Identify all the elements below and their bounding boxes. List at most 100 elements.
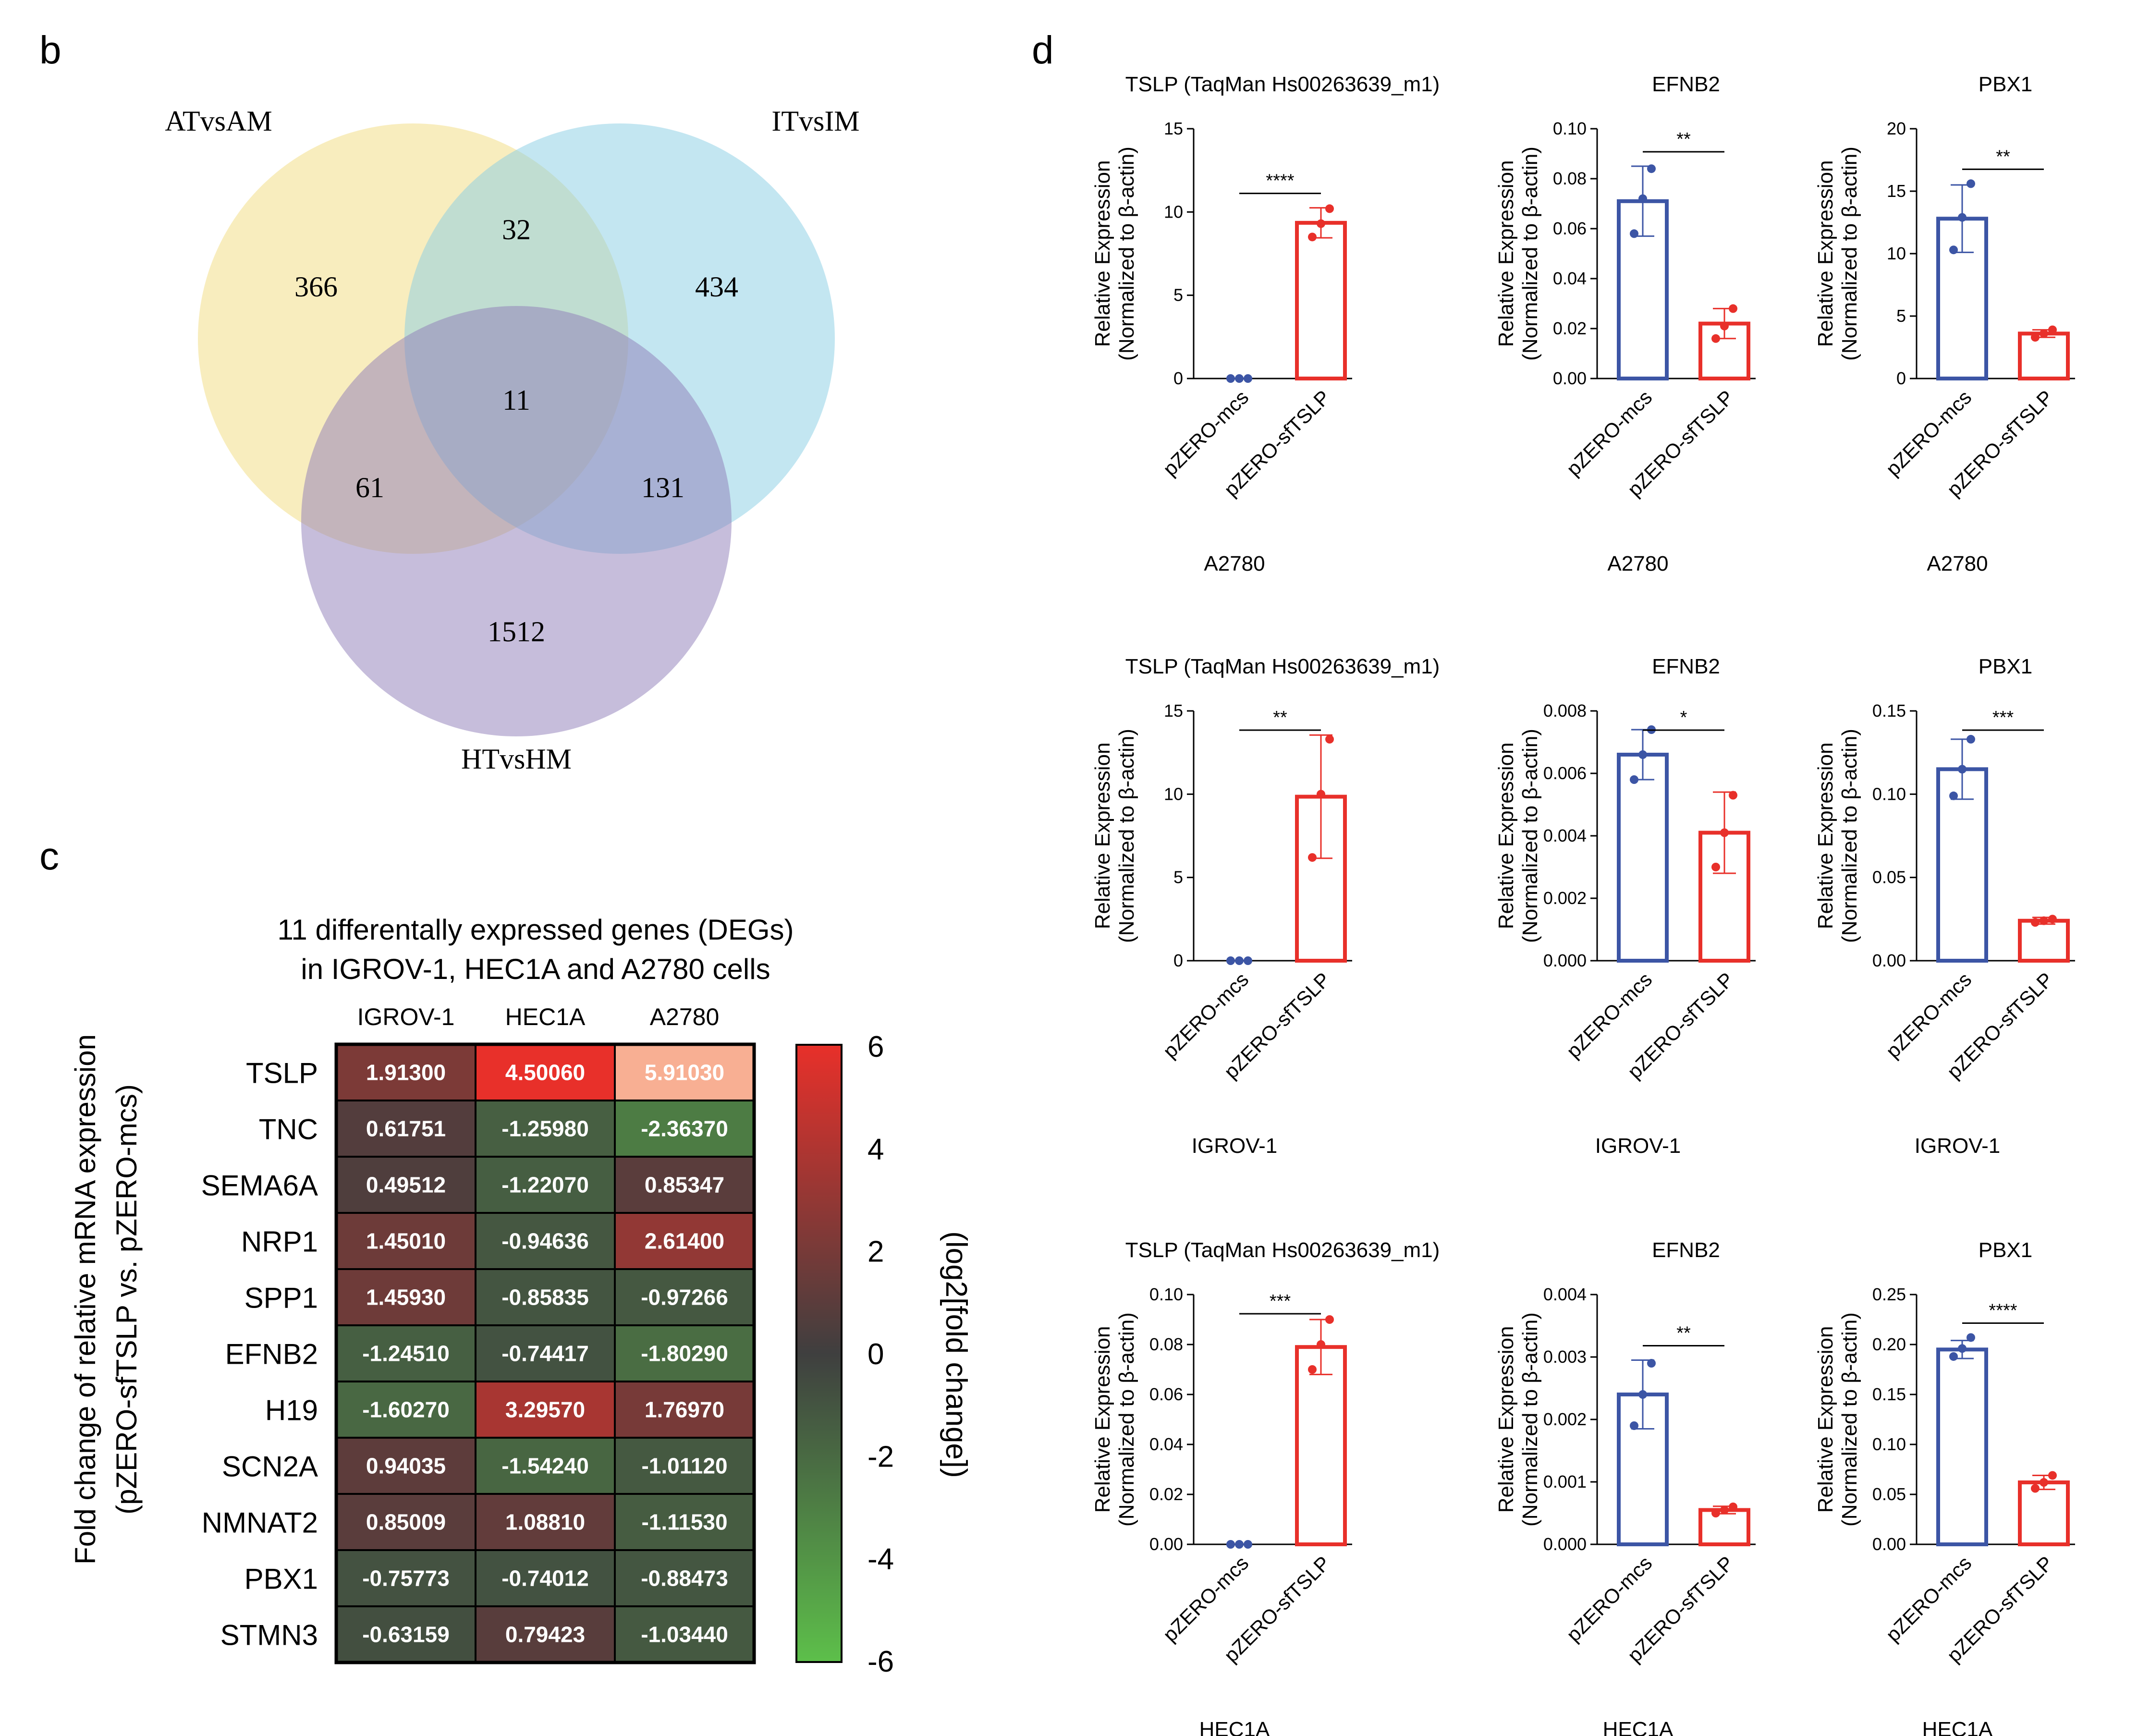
significance-label: *	[1680, 708, 1687, 728]
data-point	[1647, 164, 1656, 173]
venn-count-at-only: 366	[294, 271, 338, 303]
y-tick-label: 0.02	[1149, 1484, 1183, 1504]
heatmap-cell-value: 0.94035	[366, 1454, 446, 1479]
y-tick-label: 0.04	[1553, 269, 1587, 288]
subplot-title: PBX1	[1979, 1238, 2033, 1262]
bar-subplot: TSLP (TaqMan Hs00263639_m1) Relative Expr…	[1091, 1238, 1440, 1736]
data-point	[1308, 232, 1317, 242]
data-point	[1630, 1421, 1638, 1430]
data-point	[1729, 1503, 1737, 1511]
heatmap-cell-value: -0.88473	[641, 1566, 728, 1591]
heatmap-cell	[614, 1043, 755, 1101]
y-tick-label: 0.06	[1149, 1384, 1183, 1404]
heatmap-cell-value: 0.85009	[366, 1510, 446, 1535]
y-axis-label: Relative Expression	[1494, 1326, 1518, 1513]
heatmap-labels: TSLP TNC SEMA6A NRP1 SPP1 EFNB2 H19 SCN2A NMNAT2…	[201, 1003, 720, 1651]
heatmap-cell-value: -0.97266	[641, 1285, 728, 1310]
bar-subplot: PBX1 Relative Expression (Normalized to β-…	[1814, 655, 2075, 1158]
heatmap-cell-value: -1.03440	[641, 1622, 728, 1647]
y-tick-label: 0.000	[1543, 951, 1587, 970]
subplot-title: TSLP (TaqMan Hs00263639_m1)	[1125, 1238, 1440, 1262]
venn-count-ht-only: 1512	[488, 616, 545, 648]
bar	[1617, 753, 1669, 963]
y-axis-label: (Normalized to β-actin)	[1115, 147, 1138, 361]
heatmap-row-label: NRP1	[241, 1226, 318, 1258]
data-point	[1967, 734, 1975, 744]
y-tick-label: 0.004	[1543, 1284, 1587, 1304]
colorbar-ticks: 6 4 2 0 -2 -4 -6	[867, 1030, 894, 1678]
y-axis-label: Relative Expression	[1814, 160, 1837, 347]
heatmap-cell	[335, 1381, 476, 1439]
y-tick-label: 10	[1887, 244, 1906, 263]
y-tick-label: 0.002	[1543, 1409, 1587, 1429]
data-point	[2048, 915, 2057, 924]
bar-subplot: TSLP (TaqMan Hs00263639_m1) Relative Expr…	[1091, 73, 1440, 575]
y-tick-label: 0.00	[1553, 368, 1587, 388]
venn-diagram: ATvsAM ITvsIM HTvsHM 366 32 434 11 61 13…	[165, 105, 859, 775]
data-point	[1949, 1352, 1958, 1361]
bar	[2018, 918, 2070, 963]
colorbar-tick-label: -4	[867, 1543, 894, 1576]
heatmap-cell-value: -1.54240	[501, 1454, 589, 1479]
y-tick-label: 5	[1173, 868, 1183, 887]
heatmap-cell-value: 0.79423	[505, 1622, 585, 1647]
heatmap-row-label: SEMA6A	[201, 1170, 318, 1202]
cell-line-label: IGROV-1	[1595, 1134, 1681, 1158]
heatmap-cell-value: -0.74417	[501, 1341, 589, 1366]
bar	[1698, 1508, 1750, 1546]
heatmap-cell-value: -1.24510	[362, 1341, 450, 1366]
y-tick-label: 15	[1164, 119, 1183, 138]
y-axis-label: Relative Expression	[1091, 743, 1114, 929]
y-axis-label: (Normalized to β-actin)	[1838, 729, 1861, 943]
y-tick-label: 0	[1896, 368, 1906, 388]
subplot-title: PBX1	[1979, 73, 2033, 96]
data-point	[1638, 1390, 1647, 1399]
y-tick-label: 0.10	[1149, 1284, 1183, 1304]
heatmap-cell	[614, 1100, 755, 1158]
venn-count-it-only: 434	[695, 271, 738, 303]
heatmap-cell-value: 2.61400	[645, 1229, 724, 1254]
heatmap-cell	[614, 1324, 755, 1382]
cell-line-label: IGROV-1	[1915, 1134, 2001, 1158]
data-point	[1325, 1315, 1334, 1324]
subplot-title: EFNB2	[1652, 655, 1720, 678]
heatmap-cell-value: 3.29570	[505, 1397, 585, 1422]
data-point	[1226, 374, 1235, 383]
significance-label: **	[1676, 129, 1691, 149]
cell-line-label: A2780	[1204, 552, 1265, 575]
cell-line-label: A2780	[1607, 552, 1668, 575]
heatmap-cell-value: 1.91300	[366, 1060, 446, 1085]
bar	[2018, 331, 2070, 381]
y-tick-label: 0.001	[1543, 1472, 1587, 1491]
heatmap-ylabel-line2: (pZERO-sfTSLP vs. pZERO-mcs)	[110, 1084, 143, 1515]
significance-label: ****	[1989, 1300, 2017, 1320]
data-point	[1226, 1540, 1235, 1549]
y-tick-label: 0.05	[1872, 1484, 1906, 1504]
y-axis-label: (Normalized to β-actin)	[1518, 1312, 1542, 1527]
venn-count-at-ht: 61	[355, 472, 384, 503]
y-axis-label: Relative Expression	[1814, 1326, 1837, 1513]
heatmap-cell-value: 1.45010	[366, 1229, 446, 1254]
panel-label-b: b	[39, 28, 61, 72]
data-point	[1630, 775, 1638, 784]
heatmap-col-label: HEC1A	[505, 1003, 586, 1030]
y-tick-label: 0.15	[1872, 1384, 1906, 1404]
colorbar	[795, 1044, 843, 1663]
colorbar-label: (log2[fold change])	[940, 1231, 973, 1478]
panel-label-d: d	[1032, 28, 1054, 72]
y-tick-label: 10	[1164, 202, 1183, 221]
y-tick-label: 0.004	[1543, 826, 1587, 845]
colorbar-tick-label: -6	[867, 1645, 894, 1678]
bar	[2018, 1480, 2070, 1547]
heatmap-col-label: A2780	[650, 1003, 720, 1030]
y-tick-label: 10	[1164, 784, 1183, 804]
data-point	[1235, 1540, 1244, 1549]
heatmap-cell-value: -0.85835	[501, 1285, 589, 1310]
cell-line-label: HEC1A	[1603, 1718, 1674, 1736]
heatmap-cell	[614, 1212, 755, 1270]
data-point	[1711, 334, 1720, 343]
data-point	[1317, 219, 1325, 228]
venn-set-label-htvshm: HTvsHM	[461, 743, 572, 775]
y-tick-label: 0.00	[1149, 1534, 1183, 1554]
subplot-title: EFNB2	[1652, 1238, 1720, 1262]
